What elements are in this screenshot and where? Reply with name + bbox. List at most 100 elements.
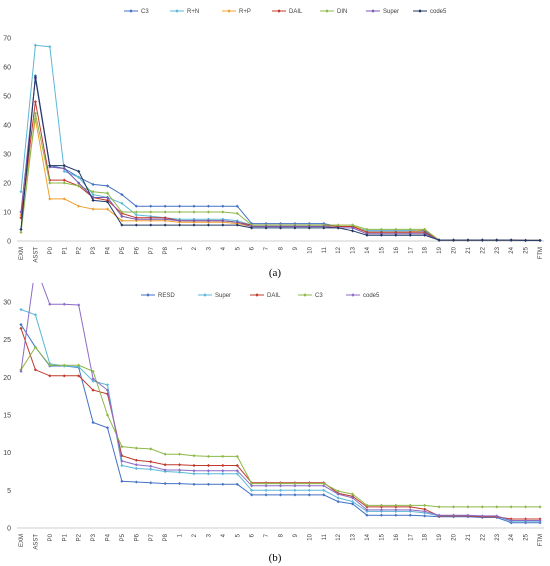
x-tick-label: 2	[192, 533, 198, 537]
y-tick-label: 30	[3, 300, 11, 307]
data-point	[293, 488, 297, 492]
data-point	[235, 463, 239, 468]
data-point	[177, 210, 182, 214]
data-point	[177, 481, 182, 486]
y-tick-label: 20	[3, 181, 11, 188]
data-point	[379, 233, 384, 237]
data-point	[278, 484, 283, 488]
data-point	[48, 45, 52, 49]
x-tick-label: 17	[408, 246, 414, 253]
legend-marker	[129, 9, 133, 13]
legend-marker	[203, 293, 207, 297]
data-point	[120, 479, 124, 483]
data-point	[451, 238, 456, 242]
data-point	[177, 223, 182, 227]
data-point	[192, 463, 196, 468]
data-point	[177, 204, 182, 208]
x-tick-label: 15	[379, 533, 385, 540]
data-point	[192, 454, 196, 458]
legend-label: Super	[215, 293, 231, 299]
data-point	[77, 169, 81, 173]
data-point	[307, 488, 311, 492]
data-point	[394, 513, 398, 517]
data-point	[495, 514, 499, 518]
x-tick-label: P5	[120, 246, 126, 254]
data-point	[307, 481, 311, 486]
x-tick-label: 24	[509, 246, 515, 253]
data-point	[163, 452, 167, 456]
data-point	[350, 229, 355, 233]
x-tick-label: 10	[307, 533, 313, 540]
legend-marker	[325, 9, 329, 13]
data-point	[62, 169, 66, 173]
data-point	[235, 211, 239, 216]
x-tick-label: P1	[62, 246, 68, 254]
data-point	[206, 482, 211, 486]
data-point	[293, 226, 297, 230]
data-point	[394, 233, 398, 237]
data-point	[408, 513, 412, 517]
data-point	[250, 493, 254, 497]
x-tick-label: P6	[134, 246, 140, 254]
data-point	[91, 193, 95, 197]
x-tick-label: 7	[264, 533, 270, 537]
x-tick-label: 20	[452, 533, 458, 540]
data-point	[192, 482, 196, 486]
y-tick-label: 50	[3, 94, 11, 101]
data-point	[495, 505, 499, 509]
data-point	[480, 505, 484, 509]
series-line-code5	[20, 77, 540, 241]
x-tick-label: P5	[120, 533, 126, 541]
data-point	[278, 481, 283, 486]
x-tick-label: 13	[351, 246, 357, 253]
data-point	[206, 223, 211, 227]
data-point	[163, 217, 167, 221]
y-tick-label: 30	[3, 152, 11, 159]
data-point	[278, 493, 283, 497]
legend-label: R+P	[239, 9, 251, 15]
series-line-r-n	[20, 44, 540, 241]
data-point	[77, 204, 81, 208]
legend-marker	[255, 293, 259, 297]
data-point	[62, 178, 66, 182]
data-point	[134, 446, 138, 450]
data-point	[149, 204, 153, 208]
legend-label: R+N	[187, 9, 199, 15]
legend-label: Super	[383, 9, 399, 15]
data-point	[221, 210, 225, 214]
figure-caption: (a)	[269, 267, 282, 279]
data-point	[423, 514, 427, 518]
data-point	[134, 466, 138, 471]
data-point	[206, 469, 211, 473]
series-line-din	[20, 113, 540, 241]
line-chart-a: 0 10 20 30 40 50 60 70 EXM ASST P0 P1 P2 P3 P4 P5 P6 P7 P8…	[3, 9, 544, 279]
data-point	[33, 111, 38, 115]
data-point	[33, 368, 38, 372]
data-point	[120, 219, 124, 223]
data-point	[293, 484, 297, 488]
data-point	[105, 383, 110, 387]
data-point	[33, 75, 38, 79]
x-tick-label: P7	[149, 246, 155, 254]
legend-marker	[418, 9, 422, 13]
series-line-dail	[20, 101, 540, 241]
data-point	[509, 238, 513, 242]
data-point	[62, 166, 66, 171]
data-point	[307, 226, 311, 230]
data-point	[379, 227, 384, 231]
data-point	[437, 238, 441, 242]
data-point	[221, 469, 225, 473]
x-tick-label: P0	[48, 533, 54, 541]
x-tick-label: 13	[351, 533, 357, 540]
data-point	[423, 227, 427, 231]
data-point	[134, 213, 138, 217]
data-point	[322, 493, 326, 497]
data-point	[134, 217, 138, 221]
data-point	[206, 454, 211, 459]
x-tick-label: 7	[264, 246, 270, 250]
data-point	[264, 481, 268, 486]
data-point	[163, 204, 167, 208]
x-tick-label: P7	[149, 533, 155, 541]
